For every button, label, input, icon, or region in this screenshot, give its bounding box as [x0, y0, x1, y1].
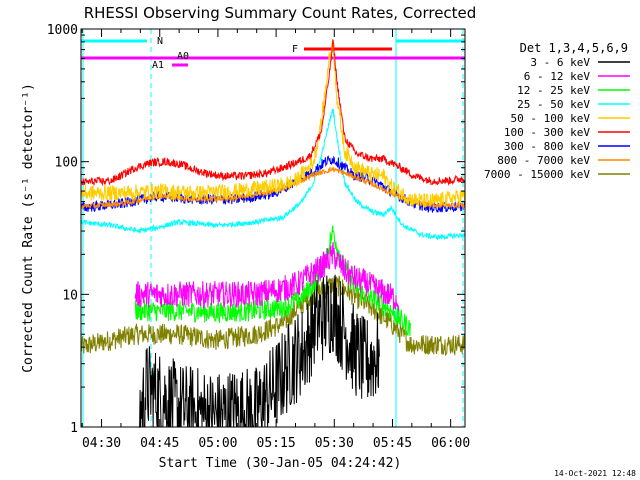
series-line-4 — [80, 39, 465, 208]
series-line-8 — [80, 275, 465, 357]
y-tick-label: 1 — [70, 421, 78, 436]
legend-title: Det 1,3,4,5,6,9 — [520, 41, 628, 55]
x-tick-label: 05:00 — [198, 436, 237, 451]
flag-label-f: F — [292, 44, 298, 55]
x-tick-label: 04:30 — [82, 436, 121, 451]
y-axis-label: Corrected Count Rate (s⁻¹ detector⁻¹) — [21, 83, 36, 373]
axes-frame — [80, 28, 466, 428]
legend-label: 100 - 300 keV — [504, 126, 590, 139]
series-line-3 — [80, 109, 465, 241]
flag-label-a0: A0 — [177, 51, 189, 62]
x-tick-label: 05:15 — [257, 436, 296, 451]
series-line-1 — [134, 241, 400, 312]
x-axis: 04:30 04:45 05:00 05:15 05:30 05:45 06:00 — [81, 29, 470, 451]
legend-label: 12 - 25 keV — [517, 84, 590, 97]
series-line-2 — [134, 225, 411, 337]
x-tick-label: 06:00 — [431, 436, 470, 451]
x-tick-label: 05:30 — [315, 436, 354, 451]
chart-title: RHESSI Observing Summary Count Rates, Co… — [84, 4, 477, 22]
legend-label: 3 - 6 keV — [530, 56, 590, 69]
legend-label: 25 - 50 keV — [517, 98, 590, 111]
y-axis: 1 10 100 1000 — [47, 23, 465, 436]
y-tick-label: 100 — [55, 156, 78, 171]
series-line-5 — [80, 39, 465, 187]
series-layer — [80, 39, 465, 429]
legend-label: 6 - 12 keV — [524, 70, 591, 83]
x-tick-label: 05:45 — [373, 436, 412, 451]
flag-label-n: N — [157, 36, 163, 47]
legend-label: 800 - 7000 keV — [497, 154, 590, 167]
y-tick-label: 1000 — [47, 23, 78, 38]
flag-label-a1: A1 — [152, 60, 164, 71]
x-tick-label: 04:45 — [140, 436, 179, 451]
footer-date: 14-Oct-2021 12:48 — [554, 469, 636, 478]
x-axis-label: Start Time (30-Jan-05 04:24:42) — [159, 456, 402, 471]
legend-label: 300 - 800 keV — [504, 140, 590, 153]
y-tick-label: 10 — [62, 288, 78, 303]
legend-label: 7000 - 15000 keV — [484, 168, 590, 181]
observing-flags: N A0 A1 F — [81, 29, 465, 427]
legend-label: 50 - 100 keV — [511, 112, 591, 125]
